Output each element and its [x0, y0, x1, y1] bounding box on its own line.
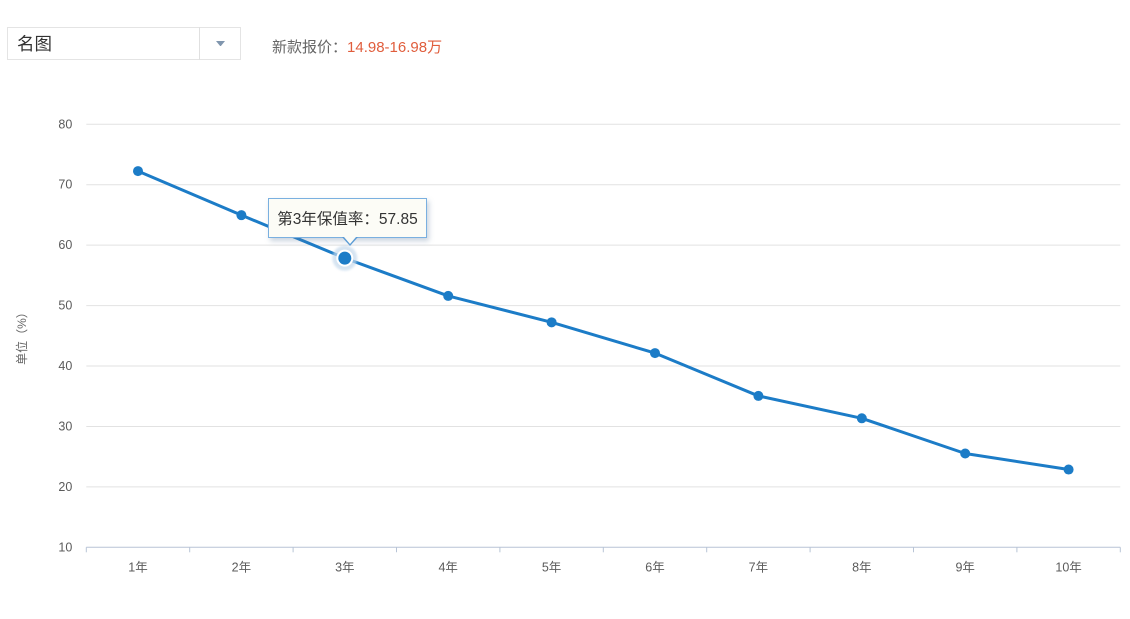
svg-text:8年: 8年 — [852, 560, 871, 574]
svg-text:60: 60 — [58, 238, 72, 252]
svg-text:4年: 4年 — [438, 560, 457, 574]
svg-text:30: 30 — [58, 419, 72, 433]
svg-text:6年: 6年 — [645, 560, 664, 574]
svg-text:70: 70 — [58, 178, 72, 192]
svg-text:9年: 9年 — [955, 560, 974, 574]
svg-text:20: 20 — [58, 480, 72, 494]
svg-text:40: 40 — [58, 359, 72, 373]
svg-text:50: 50 — [58, 299, 72, 313]
svg-text:单位（%）: 单位（%） — [14, 306, 29, 365]
svg-text:10年: 10年 — [1055, 560, 1081, 574]
svg-text:80: 80 — [58, 117, 72, 131]
svg-text:1年: 1年 — [128, 560, 147, 574]
svg-text:10: 10 — [58, 540, 72, 554]
svg-text:2年: 2年 — [232, 560, 251, 574]
svg-text:5年: 5年 — [542, 560, 561, 574]
svg-text:3年: 3年 — [335, 560, 354, 574]
svg-text:7年: 7年 — [749, 560, 768, 574]
